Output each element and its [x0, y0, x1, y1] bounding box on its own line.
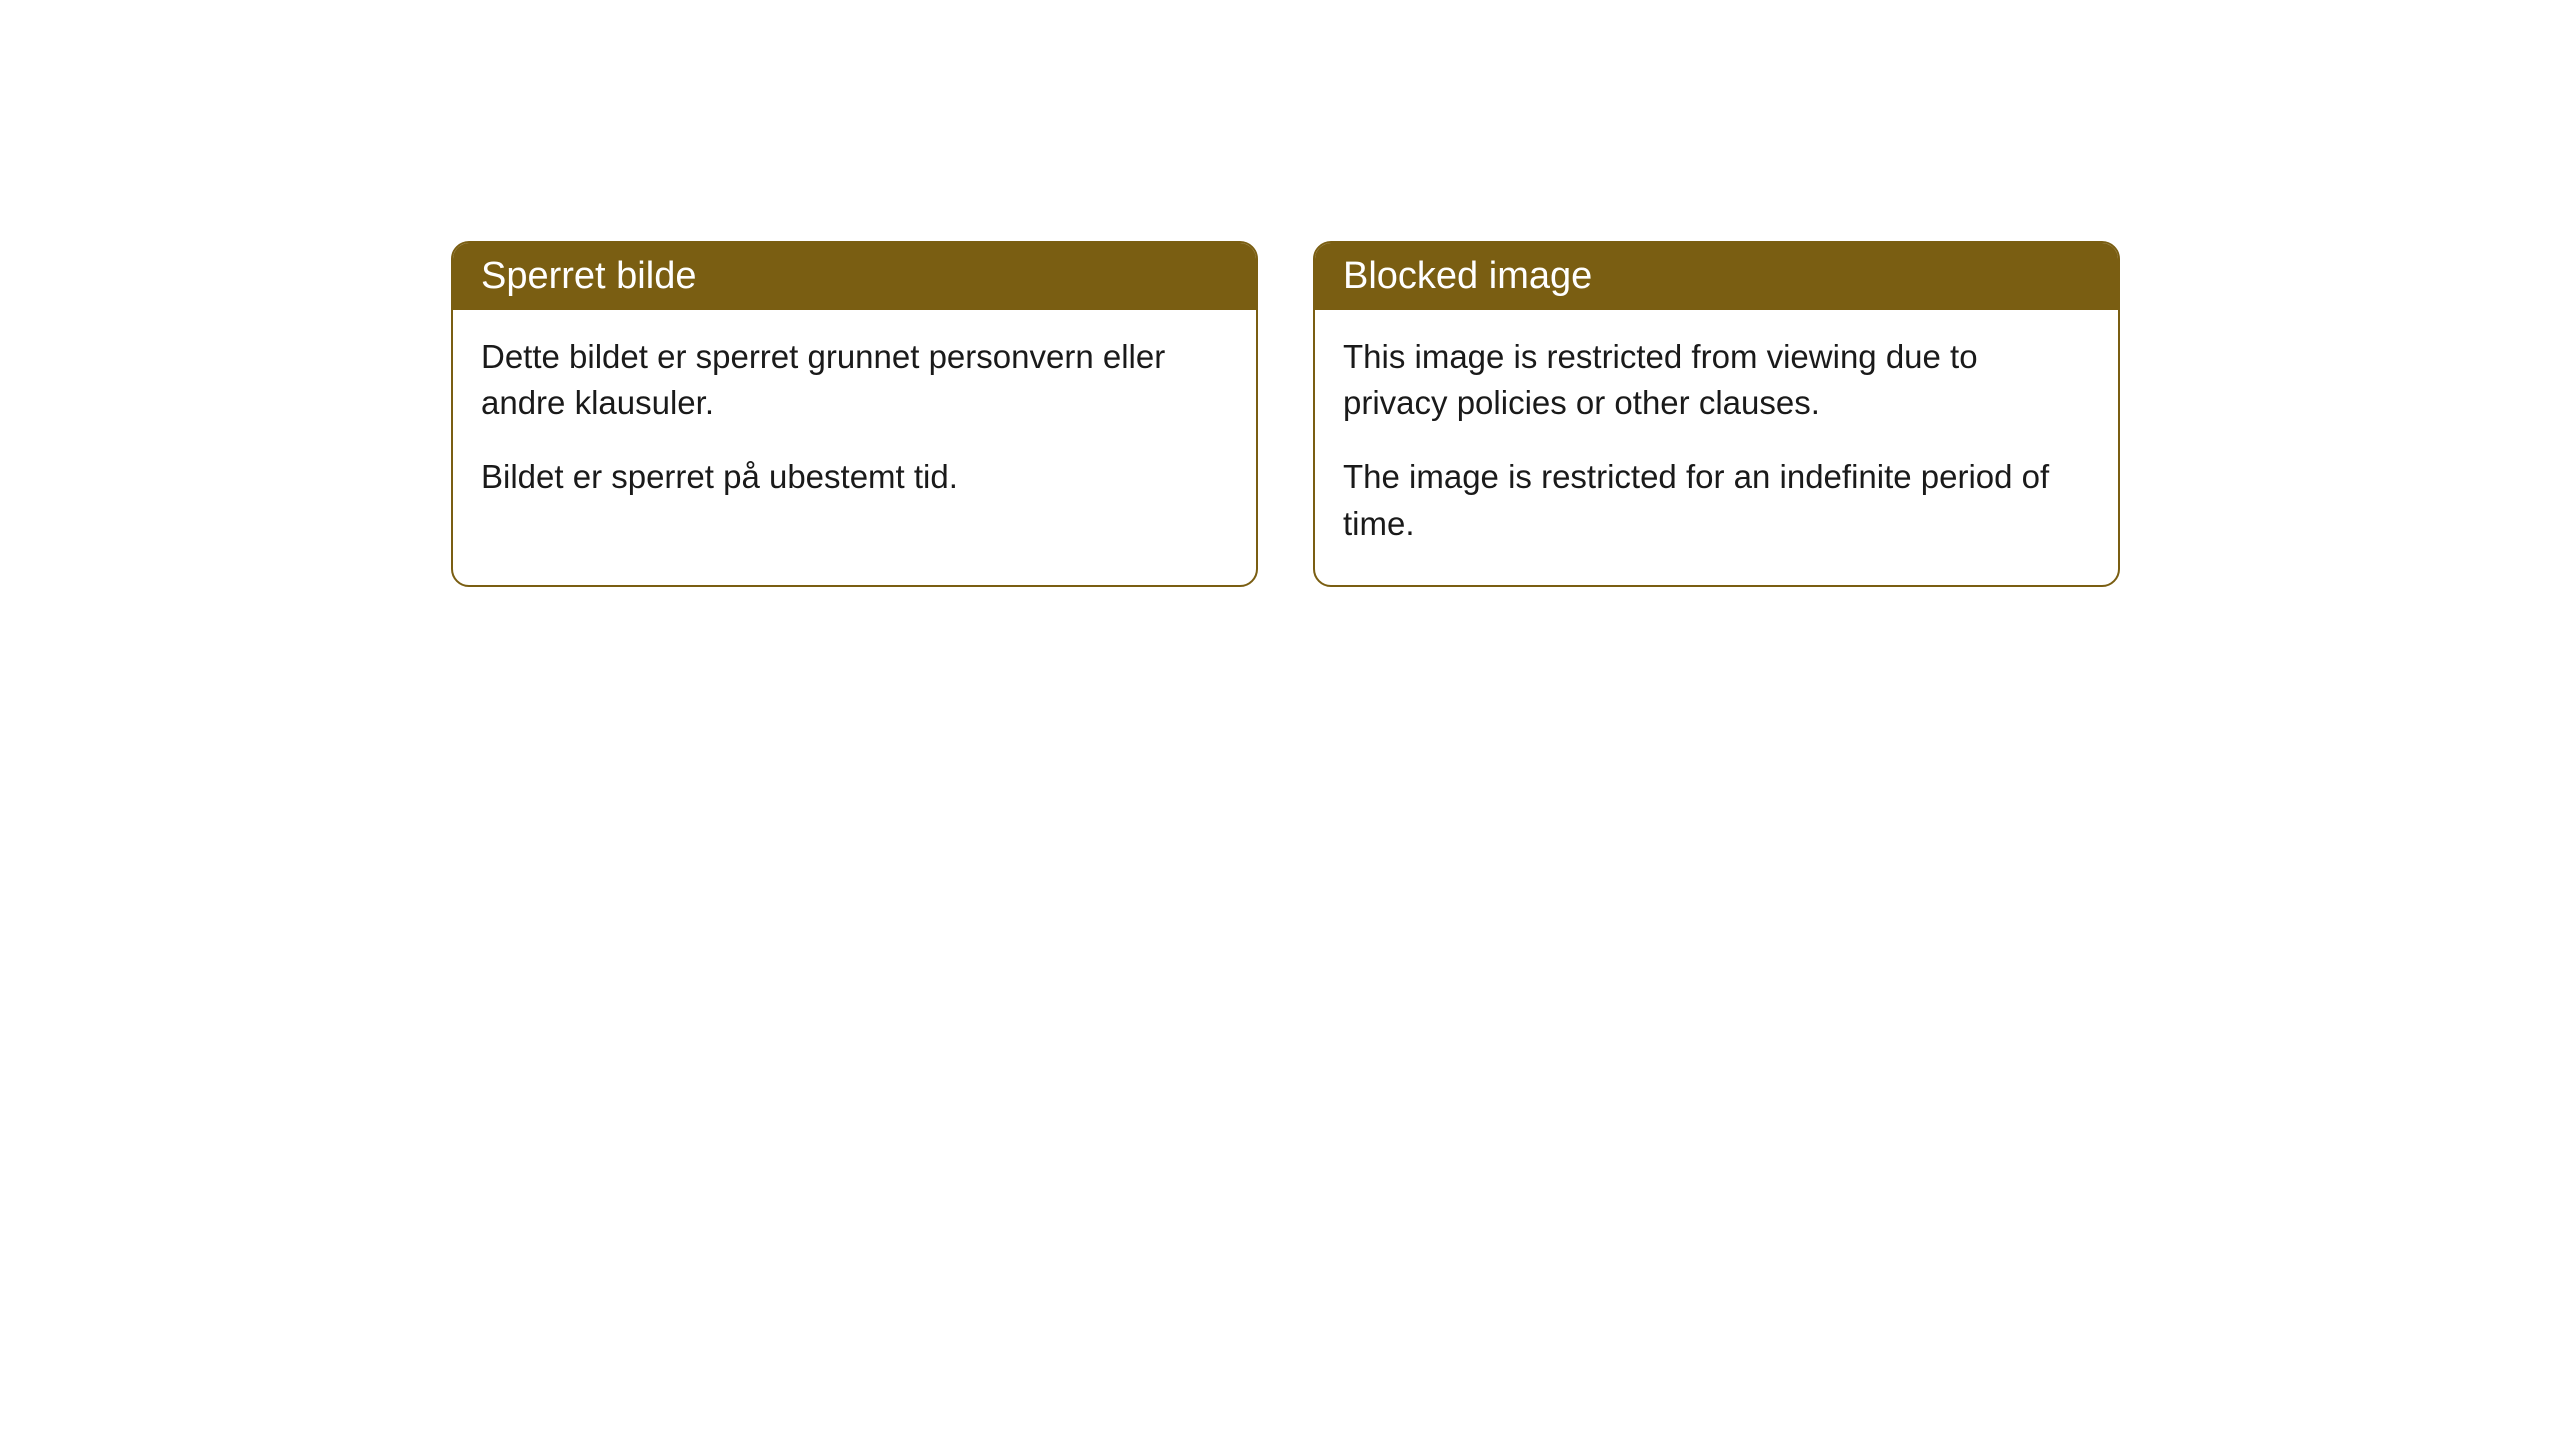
notice-body-norwegian: Dette bildet er sperret grunnet personve…: [453, 310, 1256, 539]
notice-header-english: Blocked image: [1315, 243, 2118, 310]
notice-paragraph-1: Dette bildet er sperret grunnet personve…: [481, 334, 1228, 426]
notice-header-norwegian: Sperret bilde: [453, 243, 1256, 310]
notice-card-norwegian: Sperret bilde Dette bildet er sperret gr…: [451, 241, 1258, 587]
notice-container: Sperret bilde Dette bildet er sperret gr…: [451, 241, 2120, 587]
notice-paragraph-1: This image is restricted from viewing du…: [1343, 334, 2090, 426]
notice-body-english: This image is restricted from viewing du…: [1315, 310, 2118, 585]
notice-paragraph-2: Bildet er sperret på ubestemt tid.: [481, 454, 1228, 500]
notice-paragraph-2: The image is restricted for an indefinit…: [1343, 454, 2090, 546]
notice-card-english: Blocked image This image is restricted f…: [1313, 241, 2120, 587]
